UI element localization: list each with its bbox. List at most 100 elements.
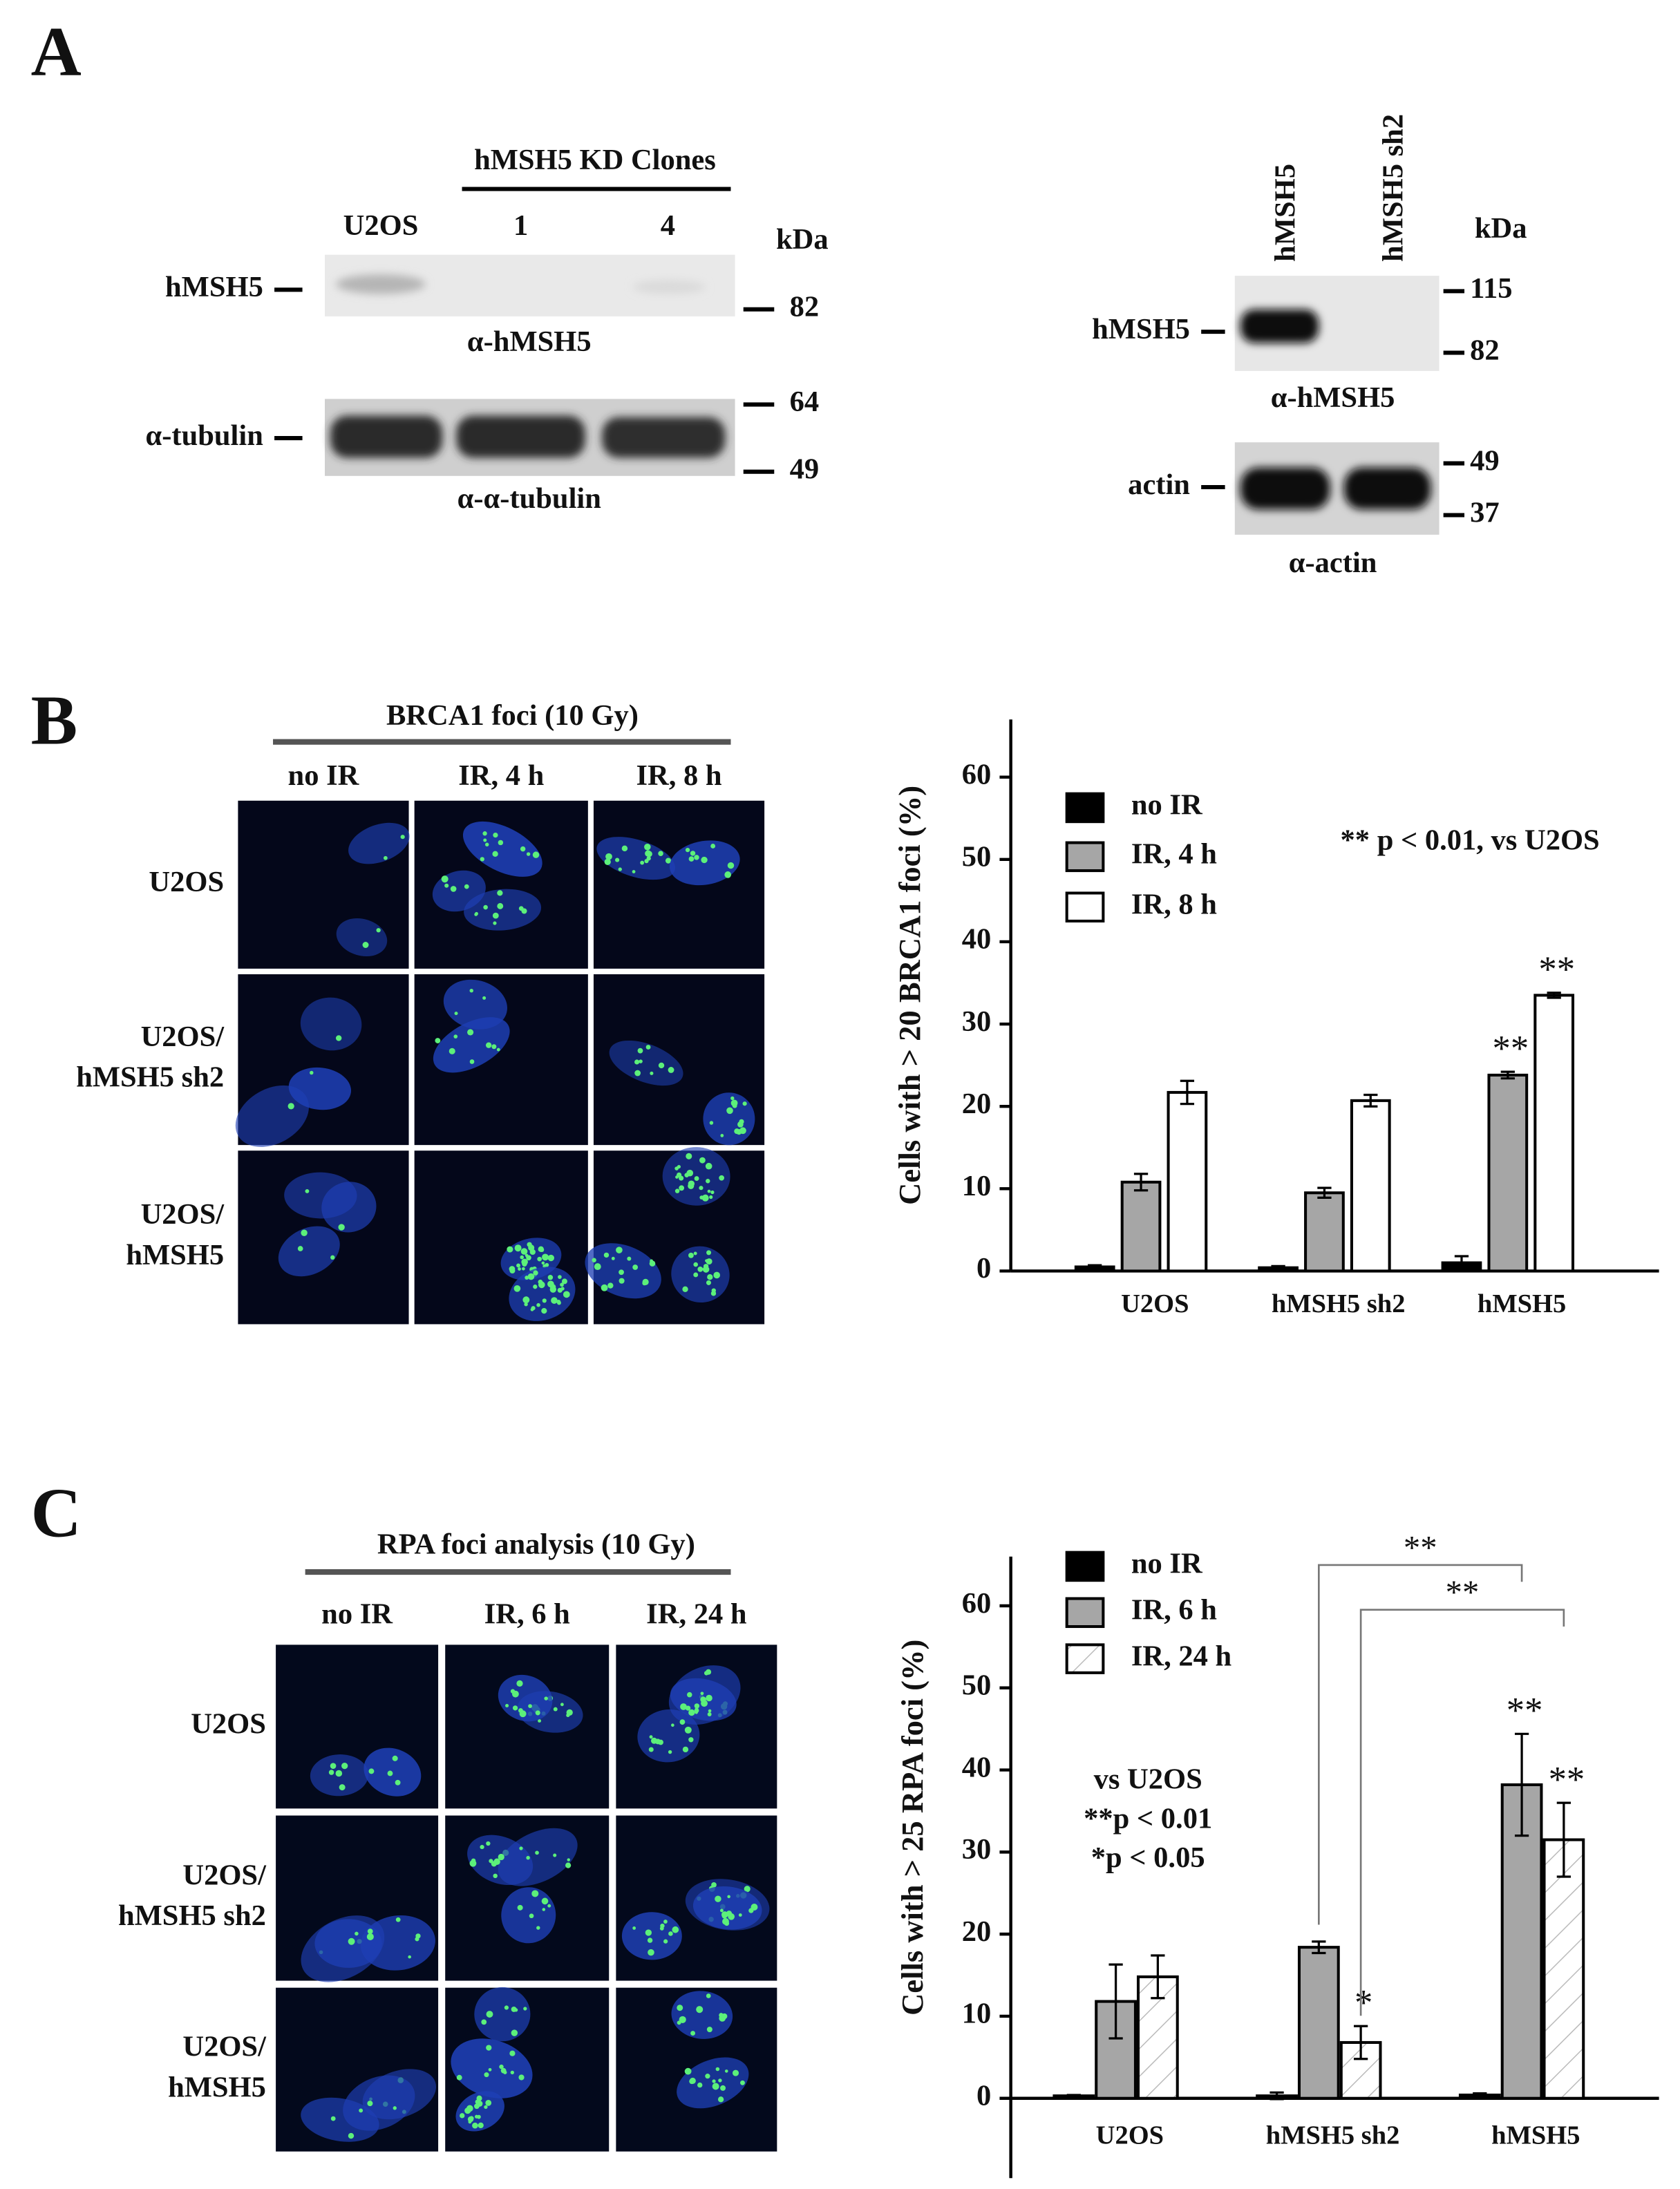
focus: [660, 1923, 665, 1929]
focus: [500, 2067, 507, 2074]
focus: [480, 1844, 484, 1850]
focus: [330, 2116, 336, 2121]
focus: [510, 2070, 514, 2075]
focus: [713, 1271, 721, 1279]
lane-label: hMSH5: [1270, 164, 1302, 262]
focus: [693, 1272, 699, 1278]
focus: [541, 1897, 549, 1905]
focus: [639, 1059, 643, 1063]
focus: [511, 1690, 519, 1698]
column-label: IR, 24 h: [646, 1598, 747, 1631]
focus: [697, 1267, 704, 1272]
bracket: [1318, 1564, 1523, 1925]
focus: [547, 1280, 554, 1288]
nucleus: [509, 1267, 576, 1321]
micrograph: [585, 1147, 765, 1325]
micrograph-background: [593, 800, 765, 969]
focus: [330, 1763, 337, 1769]
focus: [682, 1746, 689, 1753]
focus: [706, 1669, 712, 1675]
focus: [359, 2108, 364, 2113]
focus: [520, 1248, 528, 1255]
focus: [674, 1188, 680, 1193]
focus: [710, 1190, 715, 1195]
nucleus: [671, 1991, 733, 2039]
focus: [517, 1904, 523, 1911]
focus: [493, 1858, 500, 1866]
focus: [706, 1694, 712, 1702]
focus: [486, 2011, 493, 2018]
focus: [646, 851, 652, 857]
error-bar: [1454, 1255, 1469, 1271]
focus: [485, 2100, 492, 2106]
column-label: IR, 4 h: [458, 759, 544, 792]
legend-swatch: [1065, 792, 1105, 824]
focus: [533, 1270, 538, 1276]
nucleus: [278, 1226, 340, 1277]
nucleus: [609, 1040, 683, 1086]
row-label: U2OS: [149, 866, 224, 898]
focus: [658, 851, 663, 857]
focus: [658, 1062, 665, 1069]
micrograph: [276, 1645, 439, 1809]
focus: [645, 1929, 652, 1936]
micrograph: [593, 974, 765, 1146]
error-bar: [1473, 2092, 1487, 2098]
focus: [408, 1955, 411, 1959]
focus: [694, 1703, 700, 1709]
focus: [387, 1770, 393, 1776]
focus: [726, 1107, 733, 1115]
focus: [699, 1157, 706, 1164]
focus: [663, 1920, 668, 1924]
focus: [491, 1044, 497, 1050]
nucleus: [336, 918, 388, 957]
focus: [553, 1707, 558, 1712]
legend-swatch: [1065, 1597, 1105, 1629]
nucleus: [462, 821, 542, 877]
focus: [547, 1254, 555, 1262]
focus: [634, 1059, 640, 1065]
error-bar: [1556, 1801, 1571, 1878]
x-tick-label: hMSH5: [1478, 1289, 1566, 1318]
focus: [341, 1762, 348, 1770]
protein-label: hMSH5: [1092, 313, 1190, 345]
focus: [616, 1247, 622, 1253]
error-bar: [1353, 2025, 1368, 2060]
focus: [710, 844, 716, 849]
focus: [366, 1933, 374, 1941]
focus: [509, 1267, 516, 1274]
micrograph: [414, 800, 588, 969]
lane-label: hMSH5 sh2: [1377, 114, 1410, 262]
significance-label: **: [1549, 1760, 1585, 1800]
micrograph: [414, 974, 588, 1146]
focus: [538, 1719, 542, 1723]
focus: [539, 1247, 545, 1253]
row-label: hMSH5: [126, 1239, 224, 1271]
x-tick-label: hMSH5 sh2: [1272, 1289, 1406, 1318]
micrograph: [616, 1987, 777, 2152]
focus: [523, 2007, 527, 2011]
focus: [525, 1276, 529, 1280]
focus: [740, 2080, 745, 2085]
focus: [695, 1710, 699, 1714]
nucleus: [314, 1919, 382, 1968]
legend-swatch: [1065, 841, 1105, 873]
focus: [618, 867, 622, 871]
focus: [607, 1282, 614, 1289]
y-tick-label: 30: [962, 1005, 992, 1038]
legend-swatch: [1065, 1551, 1105, 1582]
focus: [707, 1189, 711, 1193]
focus: [338, 1224, 345, 1231]
focus: [522, 1267, 525, 1271]
focus: [395, 1917, 401, 1922]
focus: [604, 858, 611, 865]
error-bar: [1514, 1732, 1529, 1837]
focus: [696, 2006, 704, 2013]
focus: [738, 1913, 742, 1917]
focus: [492, 912, 499, 919]
row-label: hMSH5: [168, 2071, 266, 2103]
row-label: U2OS: [191, 1708, 266, 1741]
lane-label: 1: [513, 209, 528, 242]
panel-title: RPA foci analysis (10 Gy): [377, 1528, 695, 1560]
blot: [1234, 442, 1440, 535]
